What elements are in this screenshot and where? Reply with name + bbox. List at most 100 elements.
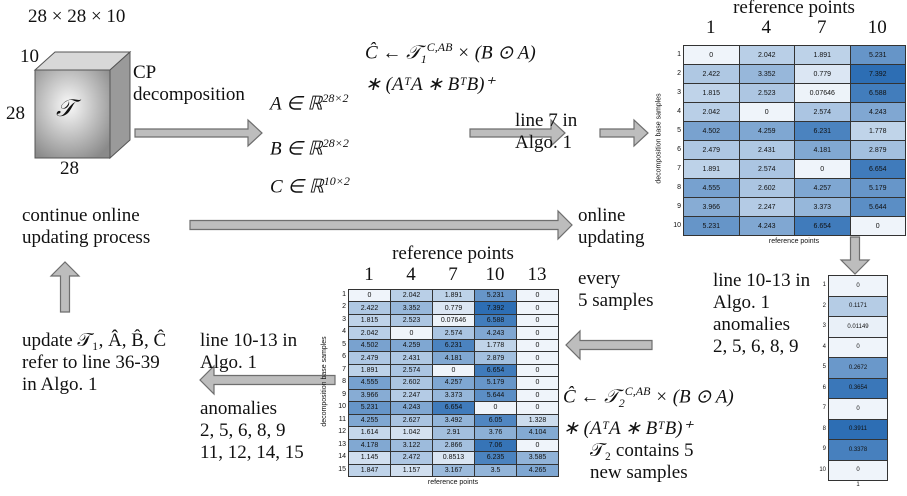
heatmap-cell: 2.879 xyxy=(474,351,517,365)
row-label: 1 xyxy=(677,51,681,58)
heatmap-cell: 0 xyxy=(516,289,559,303)
heatmap-cell: 2.422 xyxy=(683,64,740,84)
vector-cell: 0.3654 xyxy=(828,377,888,399)
heatmap-cell: 5.231 xyxy=(683,216,740,236)
heatmap-cell: 6.05 xyxy=(474,413,517,428)
row-label: 4 xyxy=(822,343,826,350)
row-label: 7 xyxy=(822,405,826,411)
heatmap-cell: 5.644 xyxy=(849,197,906,217)
column-label: 1 xyxy=(856,482,860,488)
cube-height: 28 xyxy=(6,103,25,124)
heatmap-cell: 0.07646 xyxy=(432,313,475,328)
heatmap-title: reference points xyxy=(733,0,855,18)
heatmap-cell: 0 xyxy=(849,216,906,236)
heatmap-cell: 0 xyxy=(516,301,559,315)
heatmap-cell: 2.602 xyxy=(738,178,795,198)
row-label: 2 xyxy=(677,70,681,77)
heatmap-cell: 0.8513 xyxy=(432,451,475,465)
heatmap-cell: 0 xyxy=(516,351,559,365)
step-right: line 10-13 in Algo. 1 anomalies 2, 5, 6, 8,… xyxy=(713,270,811,357)
row-label: 7 xyxy=(342,365,346,373)
heatmap-cell: 1.042 xyxy=(390,426,433,440)
heatmap-cell: 5.231 xyxy=(474,289,517,303)
heatmap-cell: 4.243 xyxy=(849,102,906,122)
heatmap-cell: 2.431 xyxy=(390,351,433,365)
heatmap-cell: 2.042 xyxy=(348,326,391,340)
heatmap-cell: 1.891 xyxy=(432,289,475,303)
heatmap-cell: 1.778 xyxy=(474,338,517,353)
heatmap-cell: 6.588 xyxy=(474,313,517,328)
heatmap-cell: 2.602 xyxy=(390,376,433,390)
heatmap-cell: 3.167 xyxy=(432,463,475,477)
heatmap-cell: 3.352 xyxy=(738,64,795,84)
heatmap-cell: 5.179 xyxy=(849,178,906,198)
heatmap-cell: 2.879 xyxy=(849,140,906,160)
heatmap-cell: 2.574 xyxy=(390,363,433,378)
anomalies-left: anomalies 2, 5, 6, 8, 9 11, 12, 14, 15 xyxy=(200,398,304,463)
heatmap-cell: 4.243 xyxy=(474,326,517,340)
heatmap-cell: 0 xyxy=(683,45,740,65)
heatmap-cell: 0 xyxy=(348,289,391,303)
heatmap-cell: 4.255 xyxy=(348,413,391,428)
heatmap-cell: 0 xyxy=(516,313,559,328)
x-axis-label: reference points xyxy=(427,479,479,486)
heatmap-cell: 6.231 xyxy=(794,121,851,141)
heatmap-cell: 2.479 xyxy=(683,140,740,160)
heatmap-cell: 1.847 xyxy=(348,463,391,477)
heatmap-cell: 3.966 xyxy=(683,197,740,217)
heatmap-cell: 2.042 xyxy=(738,45,795,65)
factor-a: A ∈ ℝ28×2 xyxy=(270,91,349,115)
vector-cell: 0.3378 xyxy=(828,439,888,461)
row-label: 2 xyxy=(342,303,346,311)
heatmap-cell: 6.588 xyxy=(849,83,906,103)
row-label: 5 xyxy=(677,127,681,134)
every-label: every 5 samples xyxy=(578,268,654,311)
heatmap-cell: 7.06 xyxy=(474,438,517,453)
column-label: 13 xyxy=(527,264,547,285)
row-label: 9 xyxy=(677,203,681,210)
heatmap-cell: 2.042 xyxy=(683,102,740,122)
heatmap-cell: 1.891 xyxy=(348,363,391,378)
heatmap-cell: 0 xyxy=(474,401,517,415)
heatmap-cell: 2.422 xyxy=(348,301,391,315)
y-axis-label: decomposition base samples xyxy=(655,93,663,184)
heatmap-cell: 3.122 xyxy=(390,438,433,453)
cube-depth: 10 xyxy=(20,46,39,67)
arrow xyxy=(189,209,573,241)
heatmap-cell: 2.523 xyxy=(390,313,433,328)
heatmap-cell: 5.644 xyxy=(474,388,517,403)
heatmap-cell: 2.866 xyxy=(432,438,475,453)
row-label: 10 xyxy=(673,222,681,229)
column-label: 10 xyxy=(485,264,505,285)
row-label: 6 xyxy=(677,146,681,153)
row-label: 7 xyxy=(677,165,681,172)
heatmap-cell: 1.157 xyxy=(390,463,433,477)
heatmap-cell: 4.502 xyxy=(683,121,740,141)
heatmap-cell: 2.627 xyxy=(390,413,433,428)
heatmap-cell: 2.523 xyxy=(738,83,795,103)
heatmap-cell: 2.431 xyxy=(738,140,795,160)
heatmap-cell: 1.815 xyxy=(683,83,740,103)
arrow xyxy=(134,118,263,148)
heatmap-cell: 6.654 xyxy=(474,363,517,378)
vector-cell: 0 xyxy=(828,275,888,297)
vector-cell: 0 xyxy=(828,336,888,358)
heatmap-cell: 0.07646 xyxy=(794,83,851,103)
heatmap-cell: 4.243 xyxy=(390,401,433,415)
vector-cell: 0.3911 xyxy=(828,418,888,440)
heatmap-cell: 4.104 xyxy=(516,426,559,440)
row-label: 9 xyxy=(342,390,346,398)
heatmap-cell: 4.257 xyxy=(794,178,851,198)
heatmap-cell: 1.145 xyxy=(348,451,391,465)
row-label: 2 xyxy=(822,302,826,309)
heatmap-cell: 0.779 xyxy=(432,301,475,315)
heatmap-cell: 4.555 xyxy=(683,178,740,198)
formula-2: Ĉ ← 𝒯2C,AB × (B ⊙ A) ∗ (AᵀA ∗ BᵀB)⁺ xyxy=(563,384,734,440)
y-axis-label: decomposition base samples xyxy=(320,335,328,427)
column-label: 7 xyxy=(817,17,827,38)
heatmap-cell: 2.472 xyxy=(390,451,433,465)
tensor-size: 28 × 28 × 10 xyxy=(28,6,126,27)
heatmap-cell: 2.247 xyxy=(390,388,433,403)
